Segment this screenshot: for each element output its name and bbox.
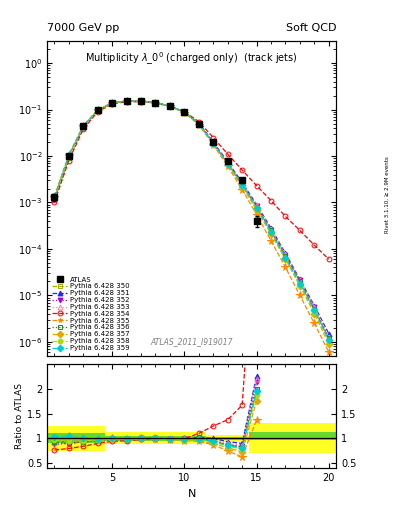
Text: Rivet 3.1.10, ≥ 2.9M events: Rivet 3.1.10, ≥ 2.9M events — [385, 156, 389, 233]
Legend: ATLAS, Pythia 6.428 350, Pythia 6.428 351, Pythia 6.428 352, Pythia 6.428 353, P: ATLAS, Pythia 6.428 350, Pythia 6.428 35… — [51, 275, 131, 352]
Text: Soft QCD: Soft QCD — [286, 23, 336, 33]
Text: ATLAS_2011_I919017: ATLAS_2011_I919017 — [151, 337, 233, 347]
Text: 7000 GeV pp: 7000 GeV pp — [47, 23, 119, 33]
Text: Multiplicity $\lambda\_0^0$ (charged only)  (track jets): Multiplicity $\lambda\_0^0$ (charged onl… — [85, 50, 298, 67]
Y-axis label: Ratio to ATLAS: Ratio to ATLAS — [15, 383, 24, 449]
X-axis label: N: N — [187, 489, 196, 499]
